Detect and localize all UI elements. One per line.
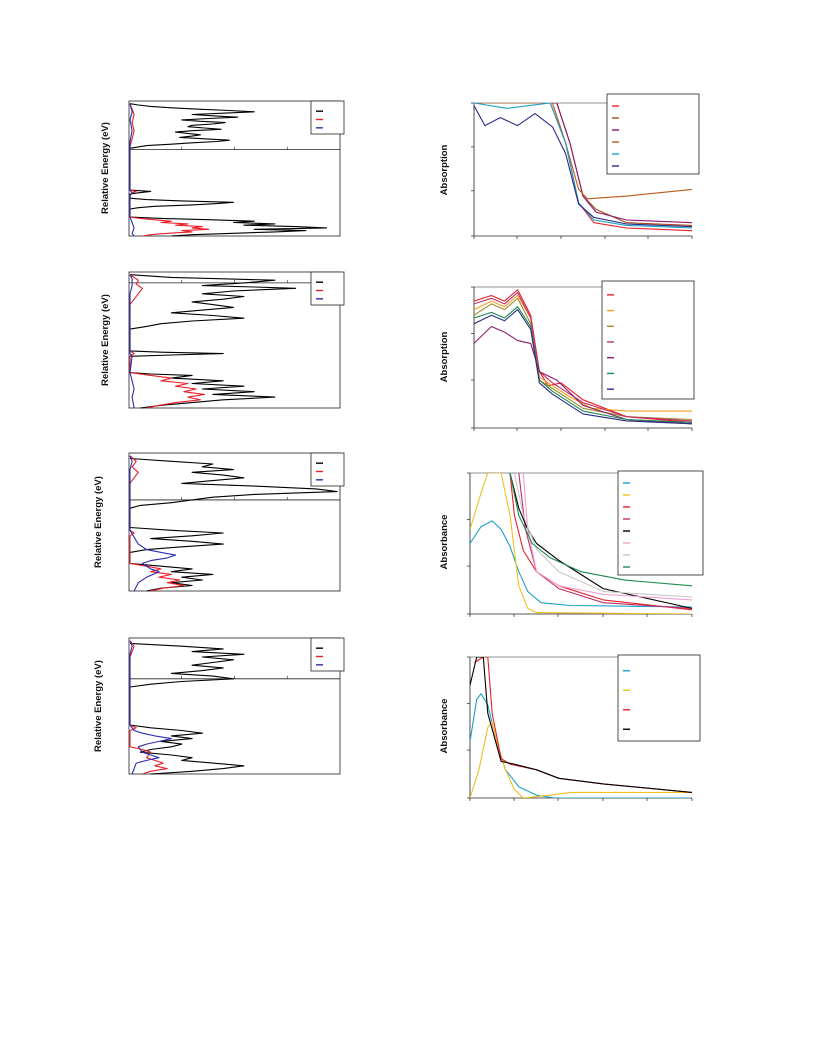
- legend-box: [617, 654, 701, 742]
- y-axis-label: Relative Energy (eV): [100, 294, 111, 386]
- legend: [310, 100, 345, 135]
- y-axis-label: Relative Energy (eV): [93, 660, 104, 752]
- y-axis-label: Absorbance: [439, 699, 450, 754]
- chart-panel-dos-2: Relative Energy (eV): [100, 271, 345, 409]
- legend-box: [310, 271, 345, 306]
- legend-box: [310, 100, 345, 135]
- series-line-2: [129, 274, 206, 409]
- legend: [601, 280, 695, 400]
- series-line-4: [474, 292, 692, 422]
- series-line-3: [474, 103, 692, 224]
- series-line-5: [474, 103, 692, 229]
- series-line-2: [470, 473, 692, 614]
- chart-panel-absorbance-2: Absorbance: [439, 654, 701, 801]
- series-line-6: [522, 473, 692, 601]
- series-group: [470, 473, 692, 614]
- series-line-3: [129, 640, 172, 775]
- legend-box: [310, 452, 345, 487]
- series-line-1: [129, 457, 338, 592]
- legend-box: [606, 93, 700, 175]
- series-line-2: [129, 103, 210, 237]
- legend-box: [601, 280, 695, 400]
- series-line-2: [470, 721, 692, 798]
- chart-panel-dos-4: Relative Energy (eV): [93, 637, 345, 775]
- series-line-4: [474, 103, 692, 200]
- legend-box: [617, 470, 704, 576]
- legend: [606, 93, 700, 175]
- series-line-4: [470, 657, 692, 793]
- legend: [310, 452, 345, 487]
- legend: [310, 271, 345, 306]
- legend: [310, 637, 345, 672]
- series-line-1: [129, 642, 245, 775]
- series-line-2: [129, 640, 168, 775]
- series-group: [470, 657, 692, 798]
- series-line-5: [509, 473, 692, 609]
- series-line-4: [518, 473, 692, 609]
- y-axis-label: Absorption: [439, 144, 450, 195]
- chart-panel-absorption-1: Absorption: [439, 93, 700, 239]
- legend-box: [310, 637, 345, 672]
- series-line-1: [129, 274, 297, 409]
- series-line-7: [513, 473, 692, 598]
- y-axis-label: Absorption: [439, 331, 450, 382]
- y-axis-label: Relative Energy (eV): [100, 122, 111, 214]
- series-line-8: [509, 473, 692, 587]
- series-line-2: [129, 455, 185, 592]
- chart-panel-absorption-2: Absorption: [439, 280, 695, 431]
- plot-frame: [128, 637, 341, 775]
- plot-frame: [128, 452, 341, 592]
- plot-frame: [128, 271, 341, 409]
- plot-frame: [128, 100, 341, 237]
- legend: [617, 654, 701, 742]
- series-line-3: [129, 103, 135, 237]
- series-line-6: [474, 105, 692, 228]
- series-line-1: [129, 103, 328, 237]
- series-line-3: [129, 455, 177, 592]
- series-group: [474, 289, 692, 425]
- series-line-1: [470, 520, 692, 608]
- chart-panel-dos-1: Relative Energy (eV): [100, 100, 345, 237]
- y-axis-label: Relative Energy (eV): [93, 476, 104, 568]
- chart-panel-absorbance-1: Absorbance: [439, 470, 704, 617]
- series-line-3: [129, 274, 135, 409]
- series-line-7: [474, 309, 692, 425]
- chart-panel-dos-3: Relative Energy (eV): [93, 452, 345, 592]
- legend: [617, 470, 704, 576]
- series-group: [474, 103, 692, 232]
- y-axis-label: Absorbance: [439, 515, 450, 570]
